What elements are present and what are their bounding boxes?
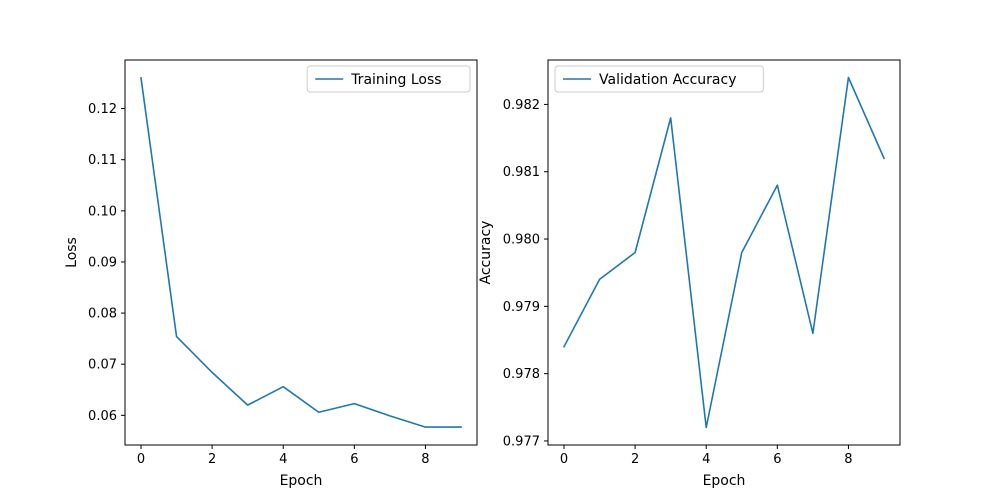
legend-box (554, 65, 764, 93)
plot-area-frame (124, 59, 478, 446)
y-tick-label: 0.09 (88, 255, 117, 270)
x-tick-label: 2 (208, 452, 216, 467)
x-tick-label: 6 (773, 452, 781, 467)
y-tick-label: 0.977 (503, 434, 540, 449)
y-axis-label: Loss (64, 237, 80, 268)
x-axis-label: Epoch (703, 473, 746, 489)
y-tick-label: 0.07 (88, 358, 117, 373)
x-tick-label: 8 (421, 452, 429, 467)
y-tick-label: 0.06 (88, 409, 117, 424)
y-tick-label: 0.12 (88, 102, 117, 117)
chart-panel-1: 0 2 4 6 8 0.06 0.07 0.08 0.09 0.10 0.11 0.12 Epoch Lo… (64, 59, 478, 489)
x-tick-label: 0 (137, 452, 145, 467)
x-tick-label: 4 (279, 452, 287, 467)
series-line (562, 76, 886, 429)
plot-area-frame (547, 59, 901, 446)
chart-panel-2: 0 2 4 6 8 0.977 0.978 0.979 0.980 0.981 0.982 Epoch… (478, 59, 901, 489)
legend-entry-label: Validation Accuracy (599, 72, 737, 88)
y-tick-label: 0.978 (503, 367, 540, 382)
legend: Training Loss (306, 65, 471, 93)
x-tick-label: 8 (844, 452, 852, 467)
y-tick-label: 0.11 (88, 153, 117, 168)
series-line (140, 76, 462, 428)
y-tick-label: 0.980 (503, 233, 540, 248)
y-tick-label: 0.981 (503, 165, 540, 180)
x-tick-label: 2 (631, 452, 639, 467)
legend: Validation Accuracy (554, 65, 764, 93)
x-tick-label: 4 (702, 452, 710, 467)
x-tick-label: 0 (560, 452, 568, 467)
y-tick-label: 0.982 (503, 98, 540, 113)
x-tick-label: 6 (350, 452, 358, 467)
y-axis-label: Accuracy (478, 221, 494, 285)
x-axis-label: Epoch (280, 473, 323, 489)
legend-box (306, 65, 471, 93)
y-tick-label: 0.08 (88, 307, 117, 322)
y-tick-label: 0.10 (88, 204, 117, 219)
y-tick-label: 0.979 (503, 300, 540, 315)
legend-entry-label: Training Loss (350, 72, 441, 88)
